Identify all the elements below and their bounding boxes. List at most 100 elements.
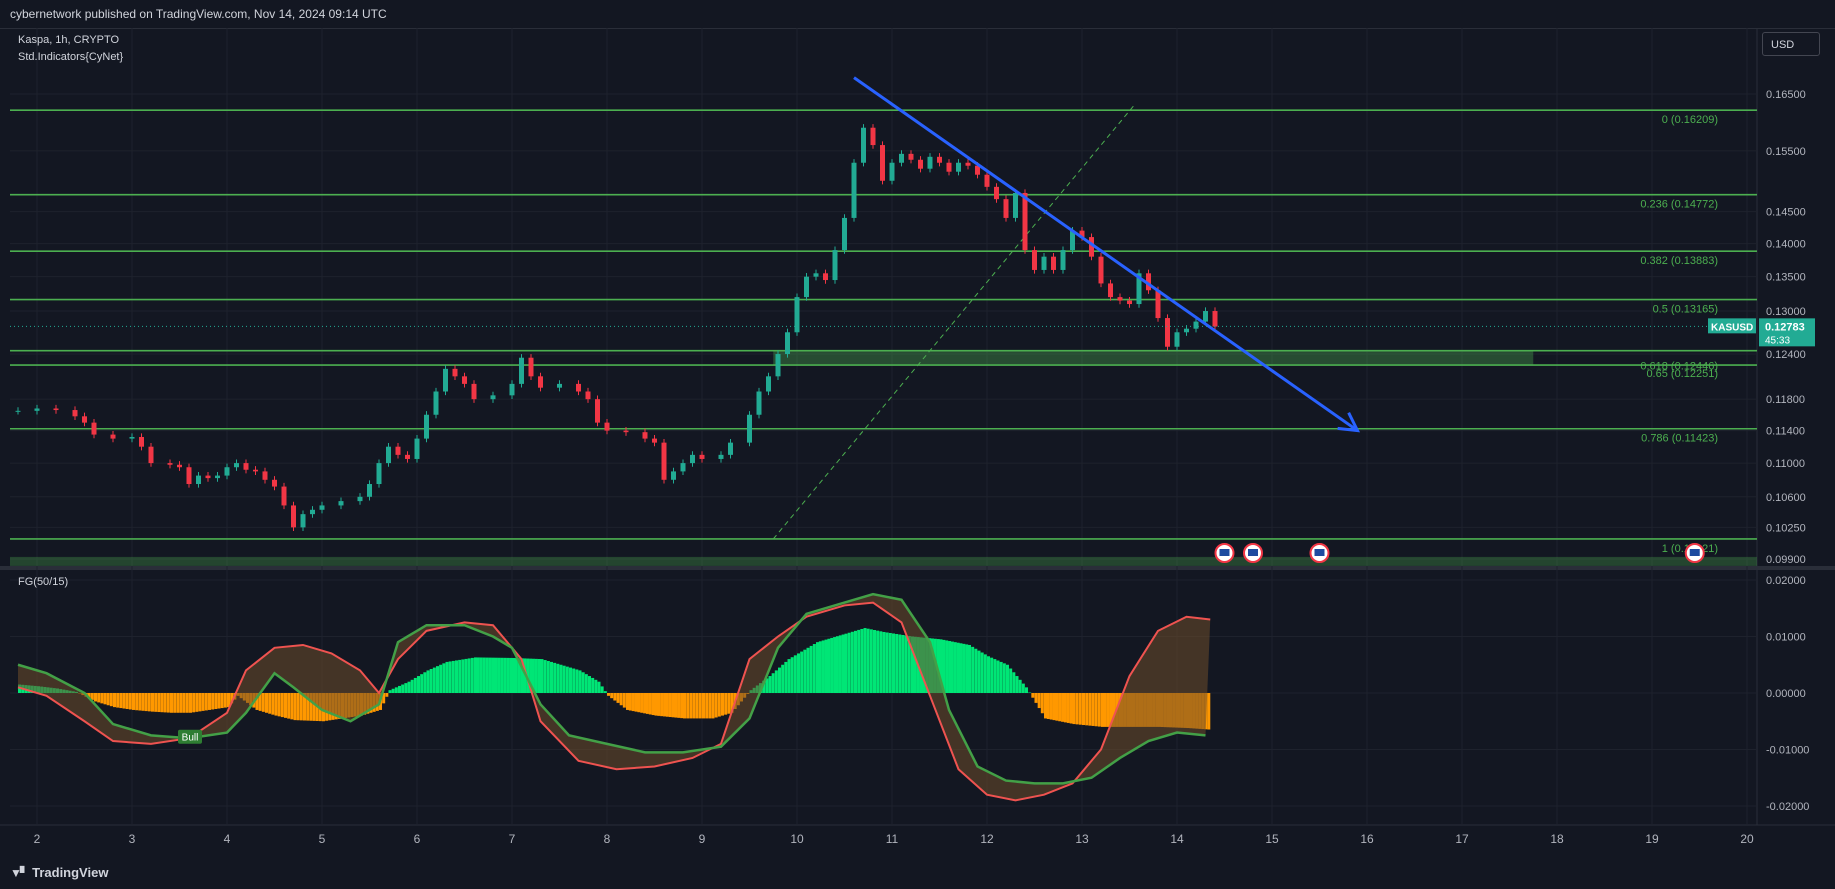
histogram-bar [892, 633, 895, 693]
histogram-bar [974, 648, 978, 693]
histogram-bar [885, 632, 889, 693]
histogram-bar [556, 663, 560, 693]
histogram-bar [1049, 693, 1053, 720]
trendline-arrowhead [1337, 411, 1361, 433]
price-tick-label: 0.13000 [1766, 306, 1806, 318]
histogram-bar [141, 693, 145, 711]
histogram-bar [138, 693, 142, 711]
histogram-bar [404, 683, 408, 693]
histogram-bar [223, 693, 227, 708]
histogram-bar [1066, 693, 1070, 723]
candle-body [338, 501, 344, 506]
histogram-bar [432, 667, 436, 693]
histogram-bar [531, 658, 535, 693]
histogram-bar [464, 658, 468, 693]
candle-body [975, 165, 980, 175]
osc-tick-label: -0.02000 [1766, 801, 1809, 813]
histogram-bar [628, 693, 632, 711]
oscillator-green-line [17, 592, 1206, 785]
indicator-legend[interactable]: Std.Indicators{CyNet} [18, 51, 124, 63]
histogram-bar [1103, 693, 1107, 727]
histogram-bar [170, 693, 173, 713]
symbol-legend[interactable]: Kaspa, 1h, CRYPTO [18, 34, 120, 46]
histogram-bar [882, 631, 886, 693]
candle-body [72, 410, 78, 417]
histogram-bar [189, 693, 192, 713]
histogram-bar [945, 640, 949, 693]
histogram-bar [962, 643, 966, 693]
candle-body [414, 438, 420, 459]
histogram-bar [1006, 664, 1009, 693]
candle-body [424, 414, 429, 439]
tradingview-logo[interactable]: ▼▘ TradingView [10, 865, 108, 880]
histogram-bar [781, 664, 785, 693]
histogram-bar [1015, 676, 1019, 693]
candle-body [196, 475, 201, 485]
candle-body [785, 332, 790, 355]
candle-body [177, 464, 182, 468]
histogram-bar [1025, 687, 1028, 693]
histogram-bar [674, 693, 678, 718]
candle-body [832, 250, 838, 281]
histogram-bar [1082, 693, 1085, 726]
symbol-tag-label: KASUSD [1711, 322, 1753, 333]
histogram-bar [517, 658, 521, 693]
histogram-bar [1078, 693, 1082, 725]
currency-button[interactable]: USD [1762, 32, 1820, 56]
fib-golden-zone [773, 350, 1534, 366]
histogram-bar [987, 656, 990, 693]
histogram-bar [299, 693, 303, 721]
trendline-line [853, 76, 1359, 432]
histogram-bar [990, 657, 994, 693]
histogram-bar [651, 693, 655, 716]
histogram-bar [227, 693, 230, 708]
candle-body [851, 162, 857, 218]
histogram-bar [388, 690, 392, 693]
histogram-bar [1040, 693, 1044, 714]
candle-body [215, 475, 220, 479]
candle-body [652, 438, 657, 443]
candle-body [1051, 256, 1056, 270]
footer [0, 854, 1835, 889]
histogram-bar [953, 642, 957, 693]
histogram-bar [1052, 693, 1056, 721]
histogram-bar [948, 641, 952, 693]
histogram-bar [680, 693, 684, 719]
oscillator-legend[interactable]: FG(50/15) [18, 576, 69, 588]
histogram-bar [959, 643, 963, 693]
brand-text: TradingView [32, 865, 109, 880]
tradingview-logo-icon: ▼▘ [10, 865, 29, 880]
histogram-bar [999, 661, 1003, 693]
histogram-bar [591, 677, 595, 693]
histogram-bar [1069, 693, 1073, 724]
histogram-bar [113, 693, 116, 708]
histogram-bar [448, 661, 452, 693]
candle-body [899, 153, 904, 163]
candle-body [205, 475, 211, 479]
histogram-bar [426, 670, 430, 693]
event-flag-icon-detail [1314, 549, 1325, 556]
dashed-fib-line [772, 104, 1135, 540]
histogram-bar [876, 630, 880, 693]
histogram-bar [597, 681, 601, 693]
histogram-bar [850, 631, 854, 693]
candle-body [1098, 256, 1104, 284]
candle-body [690, 454, 695, 464]
candle-body [918, 159, 923, 169]
histogram-bar [470, 657, 474, 693]
histogram-bar [1072, 693, 1076, 725]
histogram-bar [500, 657, 504, 693]
publish-header: cybernetwork published on TradingView.co… [0, 0, 1835, 28]
price-tick-label: 0.15500 [1766, 146, 1806, 158]
histogram-bar [841, 634, 845, 693]
histogram-bar [287, 693, 291, 719]
histogram-bar [125, 693, 129, 710]
histogram-bar [445, 661, 449, 693]
histogram-bar [730, 693, 734, 713]
candle-body [1041, 256, 1047, 270]
time-tick-label: 7 [509, 832, 516, 846]
histogram-bar [562, 665, 566, 693]
histogram-bar [195, 693, 199, 712]
fib-dashed-line [772, 104, 1135, 540]
